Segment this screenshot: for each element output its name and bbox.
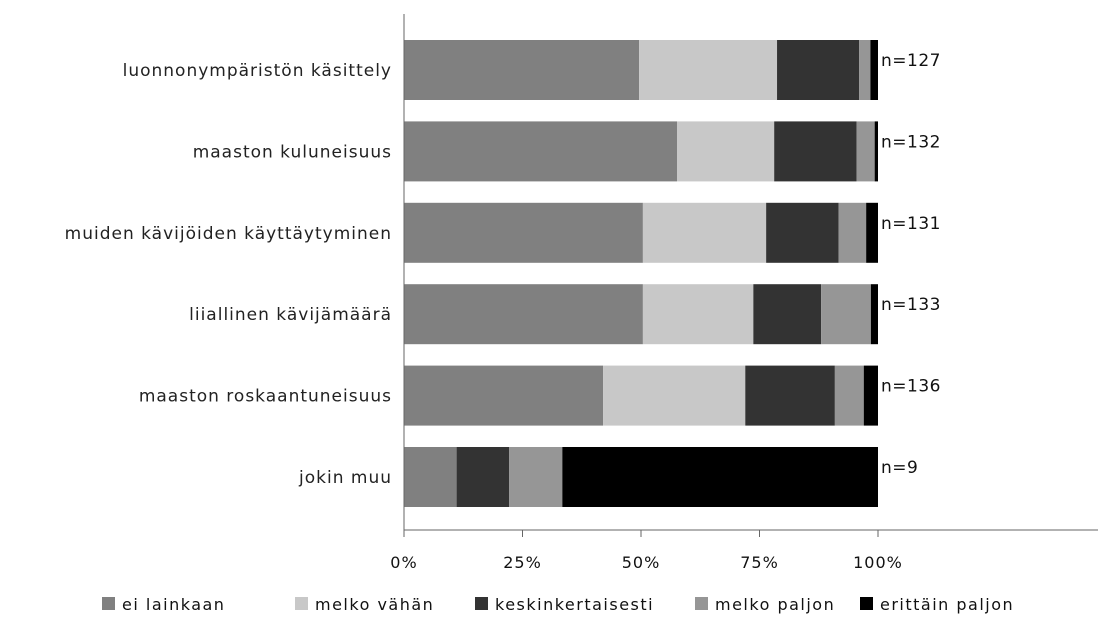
bars-group — [404, 40, 878, 507]
bar-segment-5-2 — [456, 447, 510, 507]
legend-swatch — [295, 597, 308, 610]
bar-segment-4-2 — [745, 365, 835, 426]
bar-segment-1-3 — [856, 121, 875, 182]
legend-swatch — [475, 597, 488, 610]
bar-segment-0-2 — [777, 40, 860, 100]
n-label: n=133 — [881, 295, 941, 315]
category-label: muiden kävijöiden käyttäytyminen — [65, 224, 392, 244]
n-label: n=136 — [881, 377, 941, 397]
legend-swatch — [102, 597, 115, 610]
category-label: liiallinen kävijämäärä — [189, 305, 392, 325]
bar-segment-3-4 — [870, 284, 878, 345]
axes — [403, 14, 1098, 531]
bar-segment-0-1 — [639, 40, 778, 100]
bar-segment-3-3 — [821, 284, 871, 345]
legend-swatch — [695, 597, 708, 610]
bar-segment-0-4 — [870, 40, 878, 100]
x-tick-label: 25% — [503, 553, 542, 572]
category-label: luonnonympäristön käsittely — [123, 61, 392, 81]
category-labels: luonnonympäristön käsittely maaston kulun… — [65, 61, 392, 488]
bar-segment-3-0 — [404, 284, 643, 345]
x-tick-label: 50% — [622, 553, 661, 572]
bar-segment-2-2 — [766, 202, 839, 263]
n-label: n=132 — [881, 132, 941, 152]
n-label: n=9 — [881, 458, 918, 478]
category-label: maaston kuluneisuus — [193, 142, 392, 162]
legend-swatch — [860, 597, 873, 610]
legend-label: ei lainkaan — [122, 595, 225, 614]
x-tick-label: 100% — [853, 553, 903, 572]
bar-segment-2-4 — [866, 202, 878, 263]
bar-segment-4-4 — [863, 365, 878, 426]
n-label: n=131 — [881, 214, 941, 234]
x-ticks: 0% 25% 50% 75% 100% — [390, 530, 903, 572]
bar-segment-1-1 — [677, 121, 775, 182]
legend: ei lainkaan melko vähän keskinkertaisesti m… — [102, 595, 1014, 614]
n-labels: n=127 n=132 n=131 n=133 n=136 n=9 — [881, 51, 941, 478]
bar-segment-1-4 — [874, 121, 878, 182]
bar-segment-0-0 — [404, 40, 640, 100]
bar-segment-3-1 — [642, 284, 754, 345]
bar-segment-2-1 — [642, 202, 767, 263]
x-tick-label: 75% — [740, 553, 779, 572]
category-label: jokin muu — [298, 468, 392, 488]
category-label: maaston roskaantuneisuus — [139, 387, 392, 407]
bar-segment-4-0 — [404, 365, 604, 426]
bar-segment-5-3 — [509, 447, 563, 507]
bar-segment-1-2 — [774, 121, 857, 182]
bar-segment-5-4 — [562, 447, 878, 507]
bar-segment-0-3 — [859, 40, 871, 100]
bar-segment-2-3 — [838, 202, 867, 263]
legend-label: melko paljon — [715, 595, 835, 614]
bar-segment-4-1 — [603, 365, 746, 426]
legend-label: melko vähän — [315, 595, 434, 614]
bar-segment-5-0 — [404, 447, 457, 507]
x-tick-label: 0% — [390, 553, 417, 572]
bar-segment-4-3 — [834, 365, 864, 426]
n-label: n=127 — [881, 51, 941, 71]
bar-segment-1-0 — [404, 121, 678, 182]
legend-label: keskinkertaisesti — [495, 595, 654, 614]
legend-label: erittäin paljon — [880, 595, 1014, 614]
bar-segment-2-0 — [404, 202, 643, 263]
bar-segment-3-2 — [753, 284, 822, 345]
